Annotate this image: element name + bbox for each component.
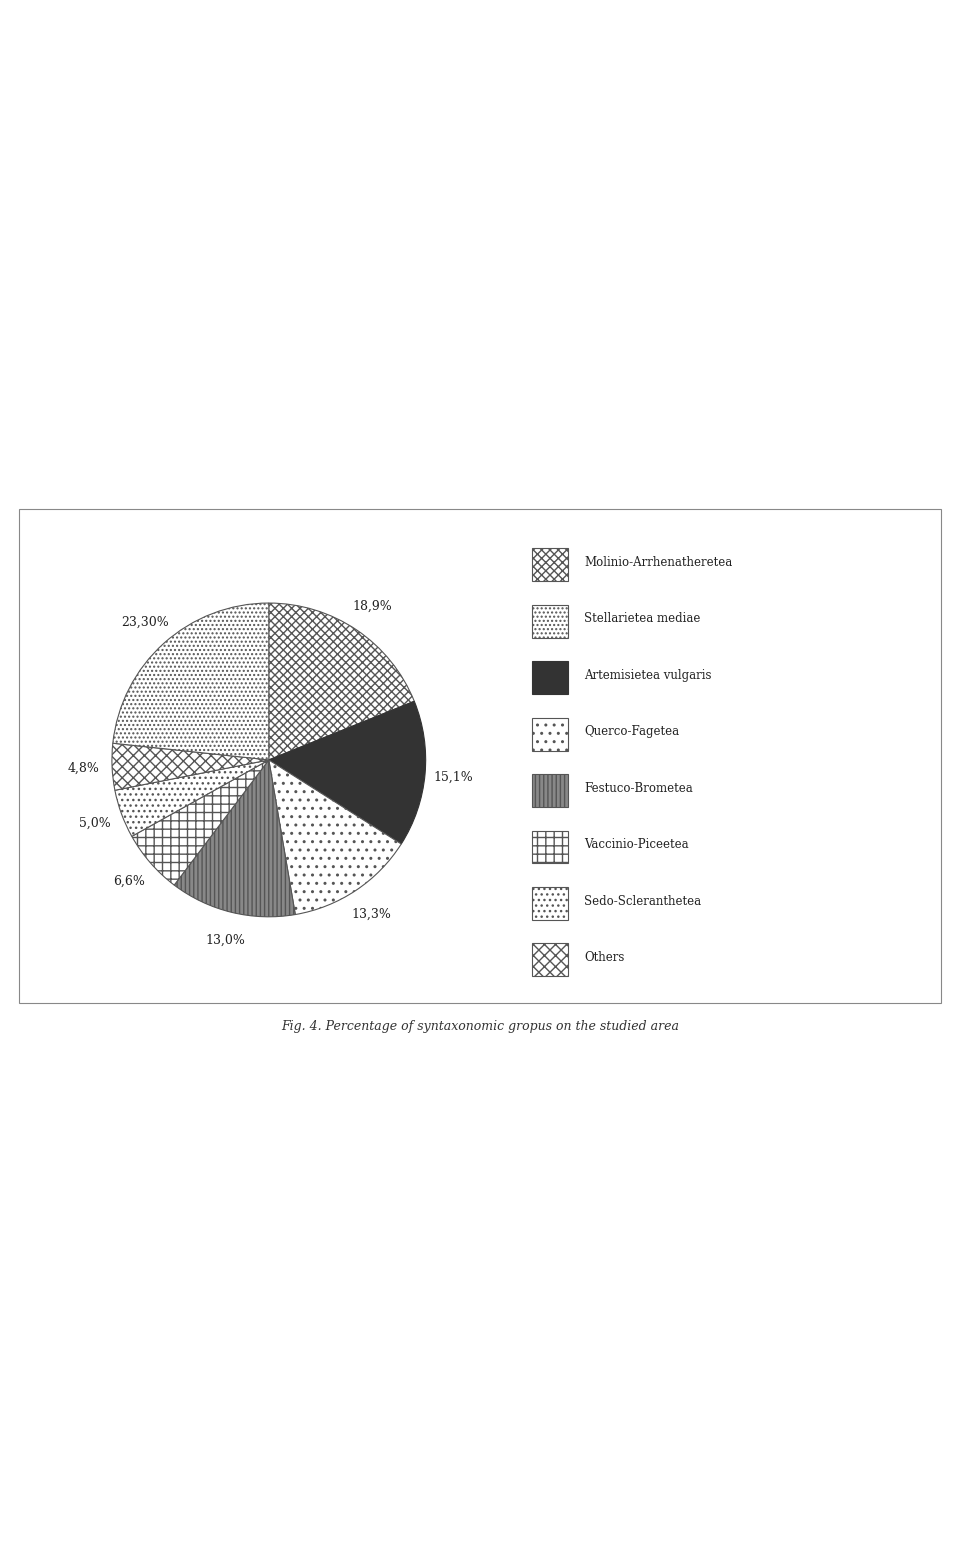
FancyBboxPatch shape [532,548,568,582]
Wedge shape [113,603,269,761]
Wedge shape [269,701,425,844]
Wedge shape [112,744,269,790]
Text: 5,0%: 5,0% [79,818,111,830]
Text: 23,30%: 23,30% [121,616,169,628]
Wedge shape [269,603,415,761]
Text: 6,6%: 6,6% [113,875,145,887]
FancyBboxPatch shape [532,943,568,977]
Wedge shape [174,761,296,917]
Text: Fig. 4. Percentage of syntaxonomic gropus on the studied area: Fig. 4. Percentage of syntaxonomic gropu… [281,1020,679,1032]
Text: 13,0%: 13,0% [205,934,245,946]
Text: 18,9%: 18,9% [352,600,393,613]
Text: Molinio-Arrhenatheretea: Molinio-Arrhenatheretea [585,555,732,569]
Text: 4,8%: 4,8% [68,762,100,775]
Text: Others: Others [585,950,625,964]
Text: 15,1%: 15,1% [433,770,473,784]
Wedge shape [269,761,401,915]
Text: Vaccinio-Piceetea: Vaccinio-Piceetea [585,838,689,852]
Text: Stellarietea mediae: Stellarietea mediae [585,613,701,625]
Text: Querco-Fagetea: Querco-Fagetea [585,725,680,738]
FancyBboxPatch shape [532,605,568,637]
Wedge shape [132,761,269,886]
Text: Sedo-Scleranthetea: Sedo-Scleranthetea [585,895,702,907]
Text: Artemisietea vulgaris: Artemisietea vulgaris [585,668,712,682]
FancyBboxPatch shape [532,887,568,920]
FancyBboxPatch shape [532,717,568,750]
FancyBboxPatch shape [532,775,568,807]
Text: Festuco-Brometea: Festuco-Brometea [585,782,693,795]
Text: 13,3%: 13,3% [351,907,392,921]
Wedge shape [115,761,269,836]
FancyBboxPatch shape [532,660,568,694]
FancyBboxPatch shape [532,830,568,864]
